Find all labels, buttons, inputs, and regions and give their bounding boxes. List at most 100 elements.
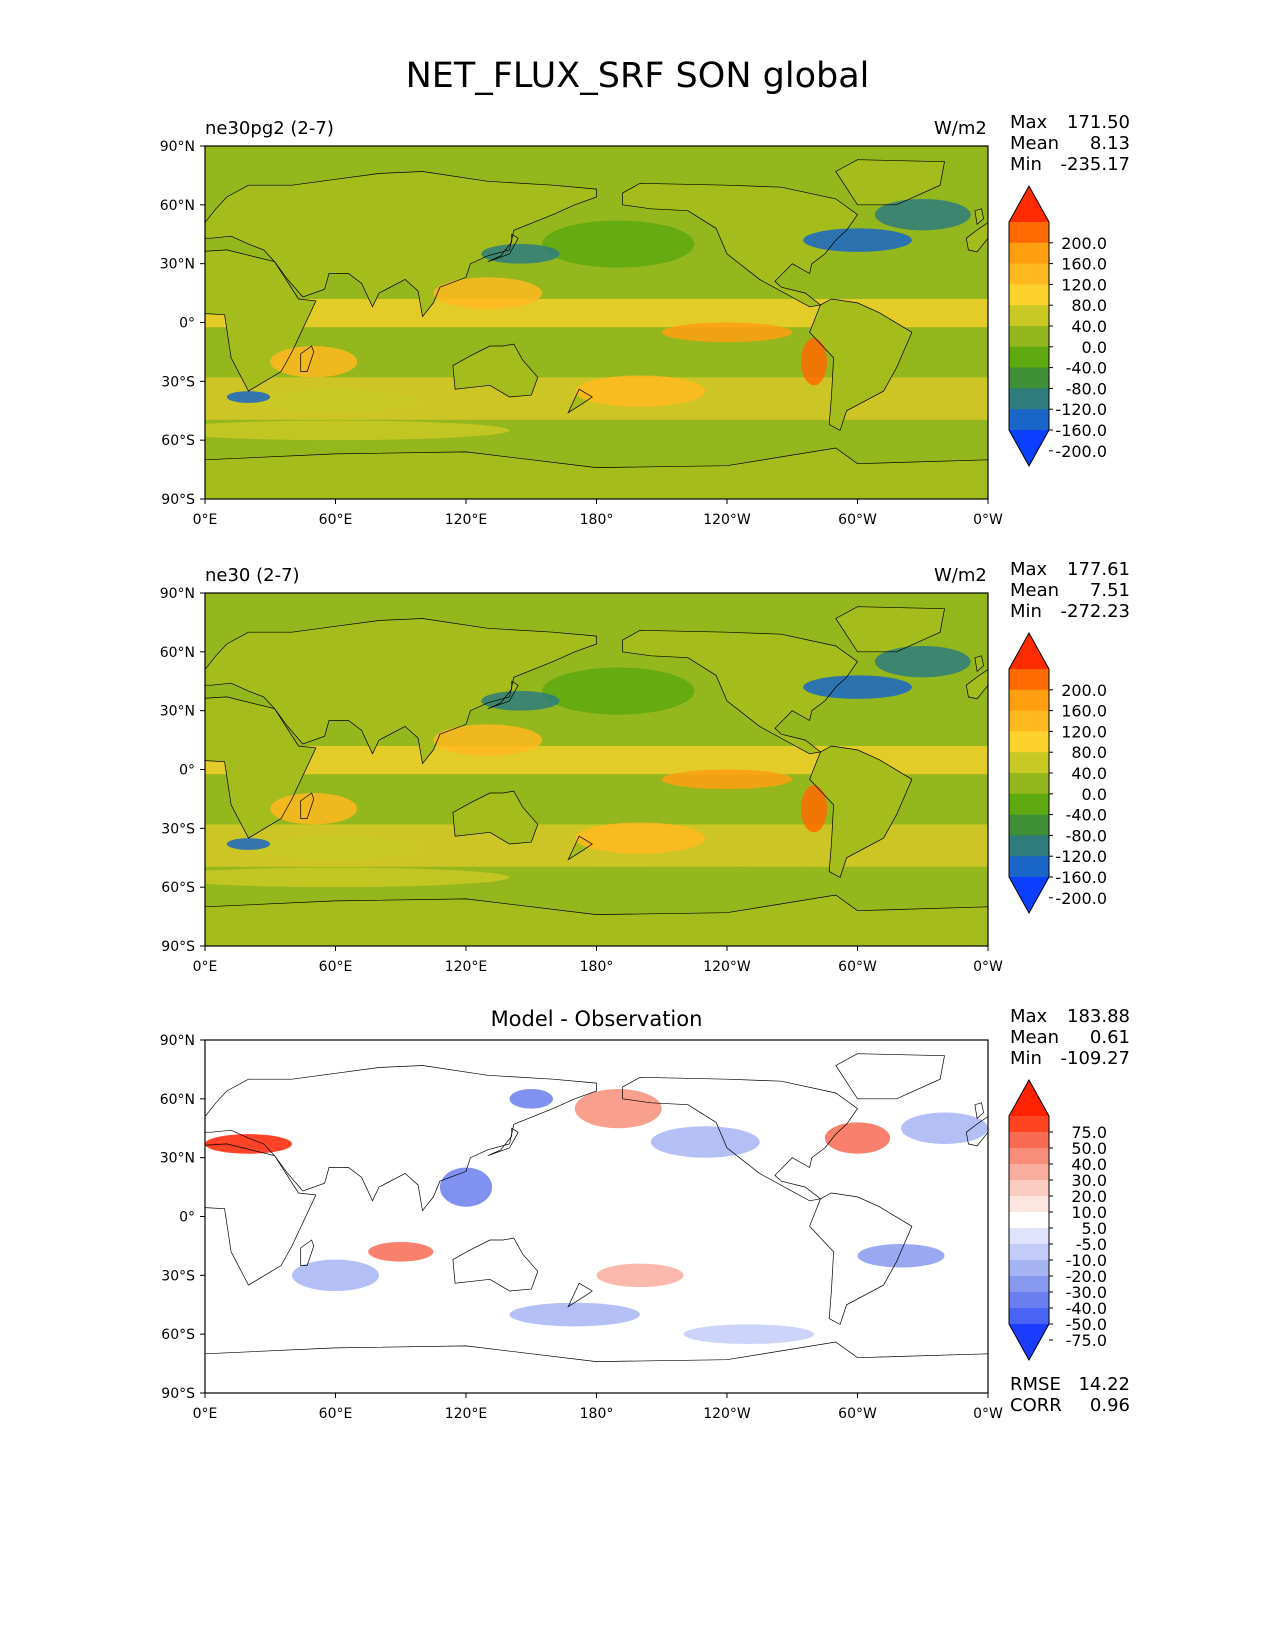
panel-3-corr-value: 0.96 <box>1089 1395 1130 1416</box>
field-contour <box>368 1241 434 1262</box>
coastline <box>487 1127 519 1157</box>
y-tick-label: 90°S <box>161 1386 195 1402</box>
x-tick-label: 0°E <box>193 959 218 975</box>
field-contour <box>803 675 912 699</box>
colorbar-tick-label: 10.0 <box>1071 1203 1107 1222</box>
panel-3-max-value: 183.88 <box>1067 1006 1130 1027</box>
field-contour <box>270 793 358 825</box>
colorbar-swatch <box>1009 1212 1049 1229</box>
y-tick-label: 30°S <box>161 374 195 390</box>
coastline <box>965 669 988 700</box>
y-tick-label: 60°N <box>160 1092 195 1108</box>
field-contour <box>596 1263 684 1288</box>
colorbar-swatch <box>1009 710 1049 732</box>
coastline <box>809 745 913 878</box>
panel-1-max-value: 171.50 <box>1067 112 1130 133</box>
colorbar-swatch <box>1009 856 1049 878</box>
colorbar-swatch <box>1009 1228 1049 1245</box>
colorbar-tick-label: 160.0 <box>1061 702 1107 721</box>
field-contour <box>205 1134 292 1154</box>
colorbar-swatch <box>1009 752 1049 774</box>
field-contour <box>481 244 560 264</box>
x-tick-label: 60°E <box>319 1406 353 1422</box>
coastline <box>974 655 984 673</box>
colorbar-tick-label: -80.0 <box>1066 379 1107 398</box>
colorbar-3: 75.050.040.030.020.010.05.0-5.0-10.0-20.… <box>1008 1078 1107 1362</box>
colorbar-tick-label: 200.0 <box>1061 681 1107 700</box>
field-contour <box>683 1324 814 1344</box>
colorbar-swatch <box>1009 773 1049 795</box>
panel-3-mean-value: 0.61 <box>1089 1027 1130 1048</box>
colorbar-swatch <box>1009 1292 1049 1309</box>
field-contour <box>248 836 423 860</box>
panel-3-max-label: Max <box>1010 1006 1048 1027</box>
field-contour <box>901 1112 988 1144</box>
colorbar-tick-label: 20.0 <box>1071 1187 1107 1206</box>
colorbar-extend-bottom <box>1009 877 1049 913</box>
colorbar-swatch <box>1009 669 1049 691</box>
panel-1-mean-value: 8.13 <box>1089 133 1130 154</box>
panel-1-max-label: Max <box>1010 112 1048 133</box>
field-contour <box>509 1089 553 1109</box>
field-contour <box>857 1243 945 1268</box>
panel-3-rmse-label: RMSE <box>1010 1374 1061 1395</box>
panel-2-min-label: Min <box>1010 601 1042 622</box>
x-tick-label: 60°E <box>319 512 353 528</box>
coastline <box>622 182 858 308</box>
colorbar-tick-label: -80.0 <box>1066 826 1107 845</box>
x-tick-label: 60°E <box>319 959 353 975</box>
panel-1-left-title: ne30pg2 (2-7) <box>205 118 334 139</box>
y-tick-label: 60°N <box>160 645 195 661</box>
coastline <box>487 233 519 263</box>
colorbar-tick-label: 80.0 <box>1071 743 1107 762</box>
colorbar-tick-label: 0.0 <box>1082 785 1107 804</box>
panel-1-min-label: Min <box>1010 154 1042 175</box>
colorbar-swatch <box>1009 1180 1049 1197</box>
panel-2-left-title: ne30 (2-7) <box>205 565 300 586</box>
colorbar-tick-label: 50.0 <box>1071 1139 1107 1158</box>
coastline <box>300 345 315 372</box>
field-contour <box>542 667 695 715</box>
field-contour <box>650 1126 760 1158</box>
colorbar-tick-label: -120.0 <box>1055 400 1107 419</box>
field-layer <box>205 159 988 499</box>
colorbar-swatch <box>1009 242 1049 265</box>
coastline <box>567 835 593 861</box>
panel-1-mean-label: Mean <box>1010 133 1060 154</box>
colorbar-tick-label: 0.0 <box>1082 338 1107 357</box>
colorbar-swatch <box>1009 346 1049 369</box>
field-contour <box>874 645 971 678</box>
colorbar-swatch <box>1009 305 1049 327</box>
colorbar-tick-label: 30.0 <box>1071 1171 1107 1190</box>
colorbar-tick-label: -120.0 <box>1055 847 1107 866</box>
colorbar-swatch <box>1009 284 1049 306</box>
x-tick-label: 120°W <box>703 1406 751 1422</box>
map-frame <box>204 1039 989 1394</box>
colorbar-swatch <box>1009 409 1049 431</box>
field-contour <box>226 391 271 403</box>
colorbar-extend-bottom <box>1009 430 1049 466</box>
panel-3-corr-label: CORR <box>1010 1395 1062 1416</box>
panel-2-mean-value: 7.51 <box>1089 580 1130 601</box>
y-tick-label: 60°S <box>161 880 195 896</box>
y-tick-label: 60°S <box>161 1327 195 1343</box>
coastline <box>300 1239 315 1266</box>
field-contour <box>824 1122 891 1154</box>
panel-2-max-label: Max <box>1010 559 1048 580</box>
field-contour <box>481 691 560 711</box>
colorbar-swatch <box>1009 1164 1049 1181</box>
colorbar-swatch <box>1009 222 1049 244</box>
map-background <box>205 146 988 499</box>
colorbar-swatch <box>1009 1260 1049 1277</box>
x-tick-label: 0°E <box>193 512 218 528</box>
coastline <box>622 629 858 755</box>
coastline <box>205 894 988 946</box>
colorbar-tick-label: -50.0 <box>1066 1315 1107 1334</box>
colorbar-tick-label: -40.0 <box>1066 1299 1107 1318</box>
field-contour <box>574 867 836 888</box>
x-tick-label: 120°E <box>445 512 488 528</box>
field-contour <box>661 769 793 790</box>
colorbar-tick-label: 75.0 <box>1071 1123 1107 1142</box>
